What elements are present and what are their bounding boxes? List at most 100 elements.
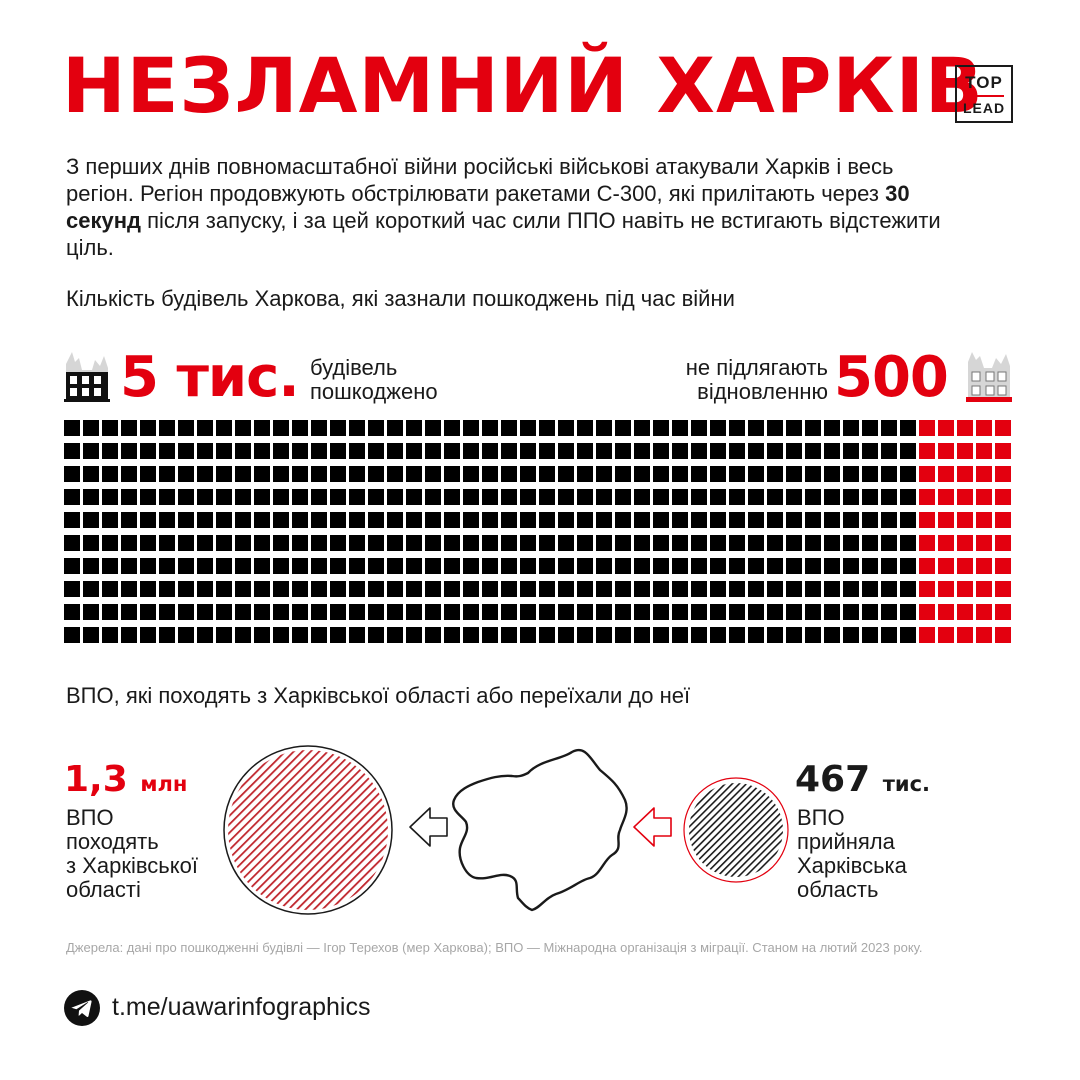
grid-cell-unrecoverable — [957, 558, 973, 574]
grid-cell-damaged — [520, 443, 536, 459]
grid-cell-damaged — [349, 489, 365, 505]
grid-cell-damaged — [748, 466, 764, 482]
grid-cell-damaged — [121, 581, 137, 597]
grid-cell-damaged — [197, 443, 213, 459]
grid-cell-damaged — [653, 489, 669, 505]
grid-cell-damaged — [425, 604, 441, 620]
grid-cell-damaged — [710, 627, 726, 643]
grid-cell-damaged — [368, 466, 384, 482]
grid-cell-damaged — [235, 627, 251, 643]
grid-cell-damaged — [748, 558, 764, 574]
grid-cell-damaged — [577, 489, 593, 505]
grid-cell-damaged — [425, 535, 441, 551]
grid-cell-damaged — [273, 535, 289, 551]
grid-cell-damaged — [881, 604, 897, 620]
grid-cell-damaged — [520, 627, 536, 643]
grid-cell-damaged — [406, 558, 422, 574]
grid-cell-damaged — [406, 581, 422, 597]
telegram-icon[interactable] — [64, 990, 100, 1026]
grid-cell-damaged — [197, 466, 213, 482]
grid-cell-damaged — [387, 466, 403, 482]
grid-cell-damaged — [729, 420, 745, 436]
grid-cell-damaged — [615, 558, 631, 574]
grid-cell-damaged — [425, 420, 441, 436]
grid-cell-damaged — [273, 512, 289, 528]
grid-cell-damaged — [729, 489, 745, 505]
grid-cell-damaged — [349, 558, 365, 574]
grid-cell-damaged — [330, 604, 346, 620]
page-title: НЕЗЛАМНИЙ ХАРКІВ — [62, 41, 984, 130]
grid-cell-damaged — [292, 627, 308, 643]
grid-cell-damaged — [330, 512, 346, 528]
grid-cell-unrecoverable — [957, 535, 973, 551]
grid-cell-damaged — [178, 581, 194, 597]
grid-cell-damaged — [767, 489, 783, 505]
grid-cell-damaged — [862, 627, 878, 643]
grid-cell-damaged — [140, 489, 156, 505]
grid-cell-damaged — [596, 443, 612, 459]
grid-cell-damaged — [254, 443, 270, 459]
grid-cell-damaged — [463, 512, 479, 528]
grid-cell-damaged — [273, 558, 289, 574]
grid-cell-damaged — [634, 512, 650, 528]
grid-cell-damaged — [330, 420, 346, 436]
buildings-unit-grid — [64, 420, 1011, 643]
grid-cell-damaged — [235, 443, 251, 459]
grid-cell-damaged — [786, 489, 802, 505]
grid-cell-damaged — [520, 581, 536, 597]
grid-cell-damaged — [83, 443, 99, 459]
grid-cell-damaged — [387, 581, 403, 597]
grid-cell-damaged — [121, 466, 137, 482]
grid-cell-damaged — [596, 489, 612, 505]
grid-cell-damaged — [786, 558, 802, 574]
grid-cell-damaged — [786, 581, 802, 597]
grid-cell-damaged — [862, 420, 878, 436]
grid-cell-damaged — [900, 466, 916, 482]
grid-cell-damaged — [805, 489, 821, 505]
grid-cell-damaged — [444, 420, 460, 436]
grid-cell-damaged — [406, 512, 422, 528]
grid-cell-damaged — [824, 535, 840, 551]
grid-cell-damaged — [311, 466, 327, 482]
grid-cell-damaged — [881, 443, 897, 459]
grid-cell-damaged — [767, 581, 783, 597]
grid-cell-damaged — [881, 489, 897, 505]
grid-cell-damaged — [558, 420, 574, 436]
grid-cell-damaged — [615, 443, 631, 459]
grid-cell-damaged — [159, 604, 175, 620]
grid-cell-damaged — [748, 535, 764, 551]
grid-cell-damaged — [216, 604, 232, 620]
grid-cell-damaged — [634, 443, 650, 459]
grid-cell-damaged — [805, 581, 821, 597]
building-ruin-icon — [64, 352, 110, 402]
grid-cell-damaged — [349, 443, 365, 459]
grid-cell-damaged — [653, 581, 669, 597]
grid-cell-damaged — [691, 512, 707, 528]
grid-cell-damaged — [900, 558, 916, 574]
grid-cell-damaged — [463, 604, 479, 620]
grid-cell-unrecoverable — [919, 512, 935, 528]
grid-cell-damaged — [710, 512, 726, 528]
damaged-label-line-1: будівель — [310, 355, 398, 380]
grid-cell-damaged — [121, 489, 137, 505]
grid-cell-damaged — [425, 489, 441, 505]
grid-cell-damaged — [900, 627, 916, 643]
grid-cell-damaged — [254, 489, 270, 505]
grid-cell-damaged — [881, 558, 897, 574]
grid-cell-unrecoverable — [995, 489, 1011, 505]
grid-cell-damaged — [83, 558, 99, 574]
grid-cell-damaged — [824, 581, 840, 597]
grid-cell-damaged — [159, 581, 175, 597]
grid-cell-damaged — [425, 466, 441, 482]
telegram-link[interactable]: t.me/uawarinfographics — [112, 993, 371, 1021]
idp-to-label-line-2: прийняла — [797, 829, 895, 854]
grid-cell-damaged — [520, 535, 536, 551]
grid-cell-damaged — [653, 627, 669, 643]
grid-cell-damaged — [102, 466, 118, 482]
grid-cell-damaged — [311, 627, 327, 643]
grid-cell-damaged — [520, 512, 536, 528]
grid-cell-damaged — [387, 604, 403, 620]
grid-cell-damaged — [121, 535, 137, 551]
grid-cell-damaged — [178, 443, 194, 459]
grid-cell-damaged — [767, 627, 783, 643]
